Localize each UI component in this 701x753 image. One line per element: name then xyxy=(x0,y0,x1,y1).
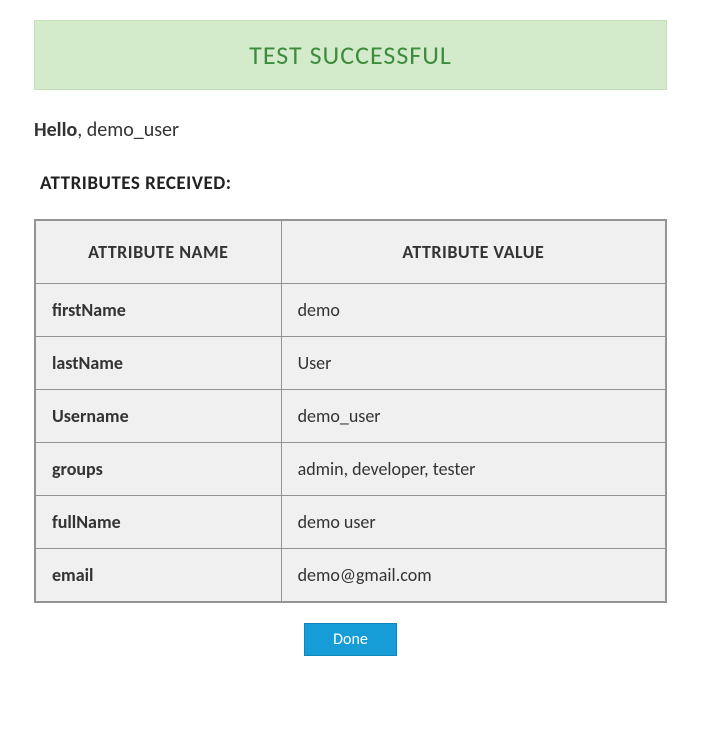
greeting-user: demo_user xyxy=(87,118,179,142)
attr-name-cell: fullName xyxy=(35,496,281,549)
done-button[interactable]: Done xyxy=(304,623,397,656)
table-row: groups admin, developer, tester xyxy=(35,443,666,496)
greeting-prefix: Hello xyxy=(34,118,77,142)
table-row: lastName User xyxy=(35,337,666,390)
attr-name-cell: groups xyxy=(35,443,281,496)
table-row: Username demo_user xyxy=(35,390,666,443)
table-header-value: ATTRIBUTE VALUE xyxy=(281,220,666,284)
section-title: ATTRIBUTES RECEIVED: xyxy=(40,172,667,195)
greeting: Hello, demo_user xyxy=(34,118,667,142)
attr-name-cell: firstName xyxy=(35,284,281,337)
status-banner: TEST SUCCESSFUL xyxy=(34,20,667,90)
table-row: email demo@gmail.com xyxy=(35,549,666,603)
button-row: Done xyxy=(34,623,667,656)
attr-name-cell: lastName xyxy=(35,337,281,390)
attr-name-cell: Username xyxy=(35,390,281,443)
status-banner-text: TEST SUCCESSFUL xyxy=(249,39,452,71)
attr-value-cell: demo@gmail.com xyxy=(281,549,666,603)
attributes-table: ATTRIBUTE NAME ATTRIBUTE VALUE firstName… xyxy=(34,219,667,603)
table-header-row: ATTRIBUTE NAME ATTRIBUTE VALUE xyxy=(35,220,666,284)
attr-value-cell: demo_user xyxy=(281,390,666,443)
table-header-name: ATTRIBUTE NAME xyxy=(35,220,281,284)
greeting-separator: , xyxy=(77,118,87,142)
attr-value-cell: demo user xyxy=(281,496,666,549)
table-row: fullName demo user xyxy=(35,496,666,549)
attr-value-cell: User xyxy=(281,337,666,390)
attr-value-cell: admin, developer, tester xyxy=(281,443,666,496)
attr-name-cell: email xyxy=(35,549,281,603)
attr-value-cell: demo xyxy=(281,284,666,337)
table-row: firstName demo xyxy=(35,284,666,337)
